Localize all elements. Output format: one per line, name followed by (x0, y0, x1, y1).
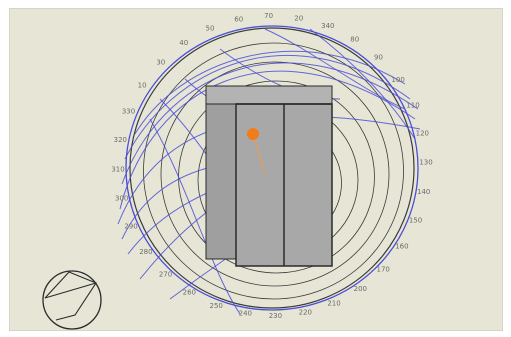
building-left-face (205, 103, 237, 260)
sun-path-line (149, 118, 241, 315)
3d-viewport[interactable]: 20 340 80 90 100 110 120 130 140 150 160 170 200 210 2… (9, 8, 503, 331)
azimuth-tick-label: 20 (294, 14, 303, 22)
azimuth-tick-label: 320 (114, 136, 127, 144)
azimuth-tick-label: 310 (111, 165, 124, 173)
azimuth-tick-label: 100 (391, 76, 404, 84)
azimuth-tick-label: 80 (350, 36, 359, 44)
azimuth-tick-label: 250 (210, 302, 223, 310)
building-roof (205, 85, 333, 105)
altitude-ring (129, 27, 415, 309)
azimuth-tick-label: 330 (122, 108, 135, 116)
azimuth-tick-label: 280 (139, 248, 152, 256)
azimuth-tick-label: 170 (377, 266, 390, 274)
azimuth-tick-label: 260 (183, 289, 196, 297)
sun-marker-icon[interactable] (247, 128, 266, 175)
azimuth-tick-label: 60 (234, 16, 243, 24)
sun-path-rim (125, 25, 419, 311)
azimuth-tick-label: 160 (395, 243, 408, 251)
azimuth-tick-label: 200 (354, 285, 367, 293)
azimuth-tick-label: 210 (327, 299, 340, 307)
compass-icon[interactable] (42, 270, 102, 330)
altitude-ring (143, 42, 404, 300)
azimuth-tick-label: 70 (264, 12, 273, 20)
azimuth-tick-label: 90 (374, 54, 383, 62)
azimuth-tick-label: 150 (409, 216, 422, 224)
azimuth-tick-label: 120 (416, 130, 429, 138)
azimuth-tick-label: 240 (239, 310, 252, 318)
azimuth-tick-labels: 20 340 80 90 100 110 120 130 140 150 160 170 200 210 2… (111, 12, 432, 320)
azimuth-tick-label: 30 (156, 58, 165, 66)
azimuth-tick-label: 40 (179, 39, 188, 47)
azimuth-tick-label: 50 (206, 25, 215, 33)
azimuth-tick-label: 220 (299, 308, 312, 316)
azimuth-tick-label: 290 (124, 222, 137, 230)
azimuth-tick-label: 270 (159, 270, 172, 278)
azimuth-tick-label: 340 (321, 22, 334, 30)
sun-path-diagram: 20 340 80 90 100 110 120 130 140 150 160 170 200 210 2… (42, 12, 433, 330)
building-model[interactable] (205, 85, 333, 267)
azimuth-tick-label: 130 (419, 159, 432, 167)
azimuth-tick-label: 10 (138, 81, 147, 89)
sun-path-line (121, 62, 419, 185)
sun-path-line (264, 28, 406, 110)
altitude-ring (160, 61, 390, 287)
sun-path-line (309, 28, 416, 140)
azimuth-tick-label: 300 (115, 195, 128, 203)
azimuth-tick-label: 230 (269, 312, 282, 320)
sun-path-line (134, 50, 406, 135)
sun-path-line (119, 70, 416, 210)
azimuth-tick-label: 110 (406, 102, 419, 110)
azimuth-tick-label: 140 (417, 188, 430, 196)
